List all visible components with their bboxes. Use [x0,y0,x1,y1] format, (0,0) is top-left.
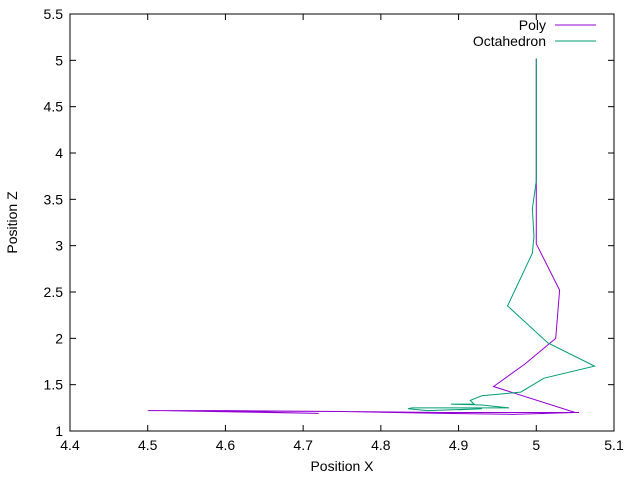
x-tick-label: 4.5 [138,437,158,453]
axes: 4.4 4.5 4.6 4.7 4.8 4.9 5 5.1 1 1.5 2 2.5 3 3.5 4 4.5 5 5… [44,6,624,453]
legend-label: Octahedron [473,33,546,49]
x-axis-title: Position X [310,458,374,474]
x-tick-label: 5 [532,437,540,453]
plot-frame [69,13,615,432]
y-tick-label: 1.5 [44,377,64,393]
legend-label: Poly [519,17,546,33]
y-tick-label: 2 [55,330,63,346]
y-tick-label: 4.5 [44,99,64,115]
x-tick-label: 5.1 [604,437,624,453]
y-tick-label: 3.5 [44,191,64,207]
y-tick-label: 1 [55,423,63,439]
x-tick-label: 4.7 [293,437,313,453]
y-tick-label: 2.5 [44,284,64,300]
x-tick-label: 4.9 [449,437,469,453]
y-tick-label: 5.5 [44,6,64,22]
series-line-octahedron [407,58,597,412]
series-layer [147,58,597,415]
y-tick-label: 5 [55,52,63,68]
x-tick-label: 4.8 [371,437,391,453]
x-tick-label: 4.6 [216,437,236,453]
y-tick-label: 4 [55,145,63,161]
x-tick-label: 4.4 [60,437,80,453]
y-axis-title: Position Z [4,191,20,254]
series-line-poly [147,58,580,415]
y-tick-label: 3 [55,238,63,254]
